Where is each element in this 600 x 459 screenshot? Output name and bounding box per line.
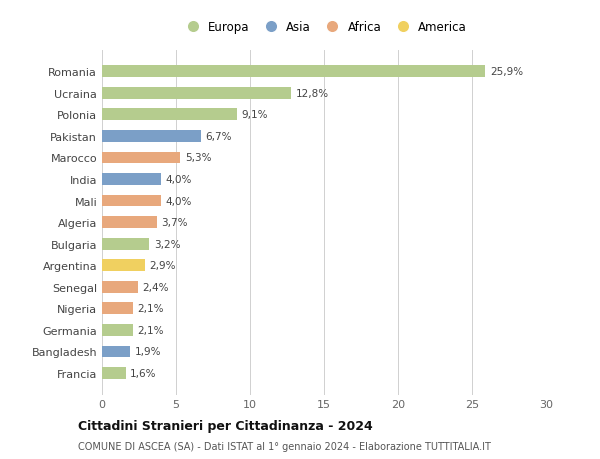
Bar (102, 303, 133, 314)
Legend: Europa, Asia, Africa, America: Europa, Asia, Africa, America (179, 18, 469, 36)
Bar (102, 281, 137, 293)
Text: 12,8%: 12,8% (296, 89, 329, 99)
Bar (102, 131, 201, 142)
Text: 2,9%: 2,9% (149, 261, 176, 271)
Text: 1,6%: 1,6% (130, 368, 157, 378)
Bar (102, 367, 125, 379)
Text: 5,3%: 5,3% (185, 153, 211, 163)
Bar (102, 217, 157, 229)
Bar (102, 152, 181, 164)
Text: Cittadini Stranieri per Cittadinanza - 2024: Cittadini Stranieri per Cittadinanza - 2… (78, 420, 373, 432)
Text: 1,9%: 1,9% (134, 347, 161, 357)
Text: 2,1%: 2,1% (137, 304, 164, 313)
Text: 2,4%: 2,4% (142, 282, 169, 292)
Bar (102, 195, 161, 207)
Text: 4,0%: 4,0% (166, 196, 192, 206)
Text: 3,7%: 3,7% (161, 218, 188, 228)
Text: 9,1%: 9,1% (241, 110, 268, 120)
Text: 25,9%: 25,9% (490, 67, 523, 77)
Bar (102, 88, 292, 100)
Text: 2,1%: 2,1% (137, 325, 164, 335)
Bar (102, 324, 133, 336)
Text: 6,7%: 6,7% (206, 132, 232, 141)
Bar (102, 260, 145, 272)
Text: 4,0%: 4,0% (166, 174, 192, 185)
Bar (102, 66, 485, 78)
Bar (102, 346, 130, 358)
Bar (102, 109, 236, 121)
Text: 3,2%: 3,2% (154, 239, 181, 249)
Bar (102, 174, 161, 185)
Bar (102, 238, 149, 250)
Text: COMUNE DI ASCEA (SA) - Dati ISTAT al 1° gennaio 2024 - Elaborazione TUTTITALIA.I: COMUNE DI ASCEA (SA) - Dati ISTAT al 1° … (78, 441, 491, 451)
